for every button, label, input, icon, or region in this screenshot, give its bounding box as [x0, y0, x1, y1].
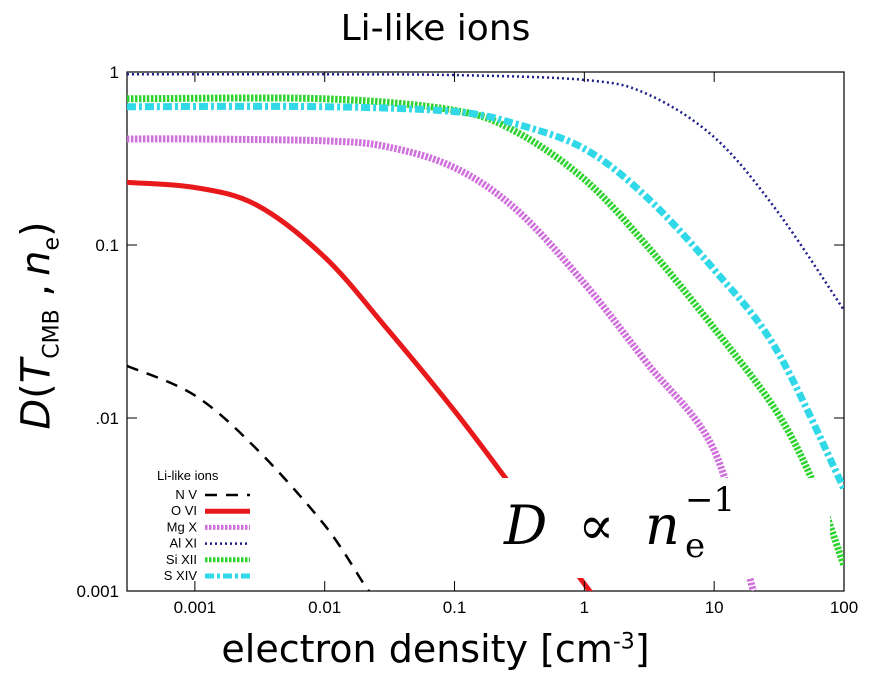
formula-d: D [504, 494, 548, 557]
x-tick-label: 1 [580, 598, 589, 617]
xlabel-end: ] [634, 627, 650, 671]
x-tick-label: 0.01 [308, 598, 341, 617]
x-tick-label: 100 [830, 598, 858, 617]
xlabel-main: electron density [cm [221, 627, 613, 671]
legend-label-o-vi: O VI [171, 503, 197, 518]
x-tick-label: 0.1 [443, 598, 467, 617]
legend-label-al-xi: Al XI [170, 536, 197, 551]
series-line-s-xiv [127, 102, 844, 491]
y-axis-label: D(TCMB , ne) [13, 126, 65, 526]
ylabel-d: D [13, 398, 60, 430]
ylabel-t-sub: CMB [39, 309, 65, 359]
formula-exponent: −1 [685, 480, 736, 520]
x-tick-label: 0.001 [174, 598, 217, 617]
formula-annotation: D ∝ n −1 e [490, 478, 830, 578]
legend-label-si-xii: Si XII [166, 552, 197, 567]
x-tick-label: 10 [705, 598, 724, 617]
series-line-n-v [127, 364, 371, 591]
formula-n: n [645, 494, 680, 557]
ylabel-n: n [13, 250, 60, 276]
ylabel-t: T [13, 358, 60, 384]
y-tick-label: 1 [110, 63, 119, 82]
ylabel-open: ( [13, 383, 60, 399]
series-line-mg-x [127, 135, 757, 591]
formula-proportional: ∝ [578, 494, 615, 557]
y-tick-label: .01 [95, 409, 119, 428]
chart-title: Li-like ions [340, 8, 531, 49]
y-tick-label: 0.1 [95, 236, 119, 255]
ylabel-n-sub: e [39, 237, 65, 251]
legend-label-n-v: N V [175, 487, 197, 502]
xlabel-sup: -3 [612, 629, 635, 655]
ylabel-comma: , [13, 275, 60, 310]
legend-title: Li-like ions [157, 468, 219, 483]
legend-label-s-xiv: S XIV [164, 568, 198, 583]
series-line-al-xi [127, 72, 844, 311]
formula-subscript: e [685, 526, 706, 566]
y-tick-label: 0.001 [76, 582, 119, 601]
legend-label-mg-x: Mg X [167, 519, 198, 534]
ylabel-close: ) [13, 221, 60, 237]
x-axis-label: electron density [cm-3] [0, 630, 871, 668]
plot-frame [126, 71, 845, 592]
